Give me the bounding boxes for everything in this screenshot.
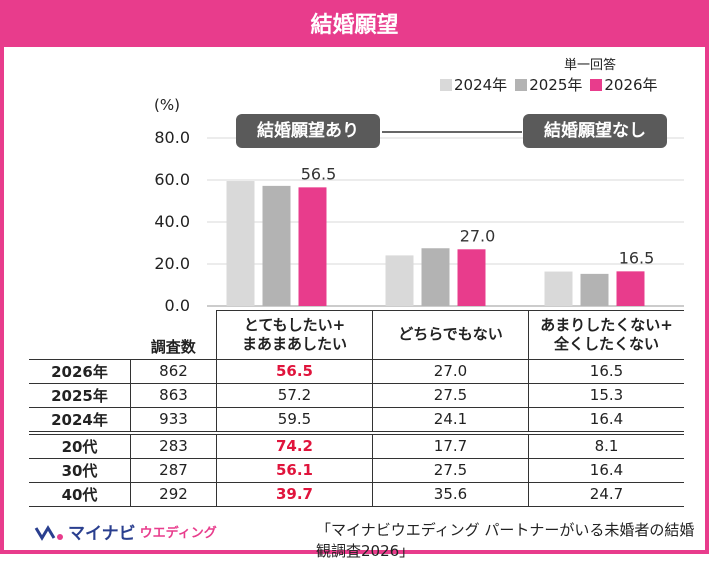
value-cell: 27.5 xyxy=(372,383,529,408)
legend-label-2025: 2025年 xyxy=(529,76,583,94)
value-cell: 16.4 xyxy=(528,458,684,483)
table-row: 2025年 863 57.2 27.5 15.3 xyxy=(29,383,684,408)
sample-size-cell: 283 xyxy=(130,432,217,459)
sample-size-header: 調査数 xyxy=(130,310,217,359)
value-cell: 39.7 xyxy=(216,482,373,507)
bar-2026年-0 xyxy=(298,187,327,306)
column-header-2: あまりしたくない+ 全くしたくない xyxy=(528,310,684,360)
chart-legend: 2024年 2025年 2026年 xyxy=(440,74,658,95)
sample-size-cell: 292 xyxy=(130,482,217,507)
row-label: 2024年 xyxy=(29,407,131,435)
row-label: 2026年 xyxy=(29,358,131,384)
bar-2024年-1 xyxy=(385,255,414,306)
sample-size-cell: 933 xyxy=(130,407,217,435)
value-cell: 15.3 xyxy=(528,383,684,408)
legend-label-2024: 2024年 xyxy=(454,76,508,94)
row-label: 2025年 xyxy=(29,383,131,408)
y-tick-label: 0.0 xyxy=(165,296,190,314)
data-label: 56.5 xyxy=(301,164,337,183)
header-blank xyxy=(29,311,131,360)
sample-size-cell: 287 xyxy=(130,458,217,483)
legend-swatch-2025 xyxy=(515,78,528,91)
value-cell: 27.0 xyxy=(372,358,529,384)
column-header-0: とてもしたい+ まあまあしたい xyxy=(216,310,373,360)
bar-2024年-2 xyxy=(544,271,573,306)
bar-2026年-2 xyxy=(616,271,645,306)
table-row: 20代 283 74.2 17.7 8.1 xyxy=(29,432,684,459)
legend-swatch-2026 xyxy=(590,78,603,91)
bar-2025年-0 xyxy=(262,185,291,306)
value-cell: 24.1 xyxy=(372,407,529,435)
y-tick-label: 40.0 xyxy=(154,212,190,231)
bar-2026年-1 xyxy=(457,249,486,306)
logo-text: マイナビ xyxy=(68,524,136,544)
value-cell: 57.2 xyxy=(216,383,373,408)
y-axis-unit: (%) xyxy=(154,96,180,114)
y-tick-label: 80.0 xyxy=(154,128,190,147)
value-cell: 17.7 xyxy=(372,432,529,459)
value-cell: 27.5 xyxy=(372,458,529,483)
value-cell: 56.1 xyxy=(216,458,373,483)
bar-2025年-2 xyxy=(580,273,609,306)
data-table: 調査数 とてもしたい+ まあまあしたい どちらでもない あまりしたくない+ 全くしたくない… xyxy=(29,310,684,507)
value-cell: 35.6 xyxy=(372,482,529,507)
logo-mark-icon xyxy=(34,524,63,541)
legend-item-2026: 2026年 xyxy=(590,74,658,95)
value-cell: 74.2 xyxy=(216,432,373,459)
legend-item-2025: 2025年 xyxy=(515,74,582,95)
arrow-right-icon xyxy=(382,131,522,133)
data-label: 16.5 xyxy=(619,248,655,267)
brand-logo: マイナビ ウエディング xyxy=(34,519,217,544)
bar-chart: 0.0 20.0 40.0 60.0 80.0 56.5 27.0 16.5 xyxy=(154,128,684,314)
y-tick-label: 60.0 xyxy=(154,170,190,189)
row-label: 40代 xyxy=(29,482,131,507)
y-tick-label: 20.0 xyxy=(154,254,190,273)
value-cell: 56.5 xyxy=(216,358,373,384)
sample-size-cell: 862 xyxy=(130,358,217,384)
source-citation: 「マイナビウエディング パートナーがいる未婚者の結婚観調査2026」 xyxy=(316,521,695,560)
value-cell: 8.1 xyxy=(528,432,684,459)
answer-type-note: 単一回答 xyxy=(564,58,617,73)
table-row: 30代 287 56.1 27.5 16.4 xyxy=(29,458,684,483)
callout-desire-yes: 結婚願望あり xyxy=(236,114,380,148)
data-label: 27.0 xyxy=(460,226,496,245)
row-label: 20代 xyxy=(29,432,131,459)
legend-swatch-2024 xyxy=(440,78,452,91)
value-cell: 59.5 xyxy=(216,407,373,435)
callout-desire-no: 結婚願望なし xyxy=(523,114,667,148)
value-cell: 24.7 xyxy=(528,482,684,507)
column-header-1: どちらでもない xyxy=(372,310,529,360)
slide-title: 結婚願望 xyxy=(4,4,705,47)
legend-item-2024: 2024年 xyxy=(440,74,507,95)
bar-2025年-1 xyxy=(421,248,450,306)
table-header-row: 調査数 とてもしたい+ まあまあしたい どちらでもない あまりしたくない+ 全くしたくない xyxy=(29,310,684,360)
table-row: 2026年 862 56.5 27.0 16.5 xyxy=(29,358,684,384)
table-row: 2024年 933 59.5 24.1 16.4 xyxy=(29,407,684,435)
value-cell: 16.4 xyxy=(528,407,684,435)
value-cell: 16.5 xyxy=(528,358,684,384)
table-row: 40代 292 39.7 35.6 24.7 xyxy=(29,482,684,507)
logo-subtext: ウエディング xyxy=(139,526,217,541)
sample-size-cell: 863 xyxy=(130,383,217,408)
row-label: 30代 xyxy=(29,458,131,483)
bar-2024年-0 xyxy=(226,181,255,306)
legend-label-2026: 2026年 xyxy=(604,76,658,94)
